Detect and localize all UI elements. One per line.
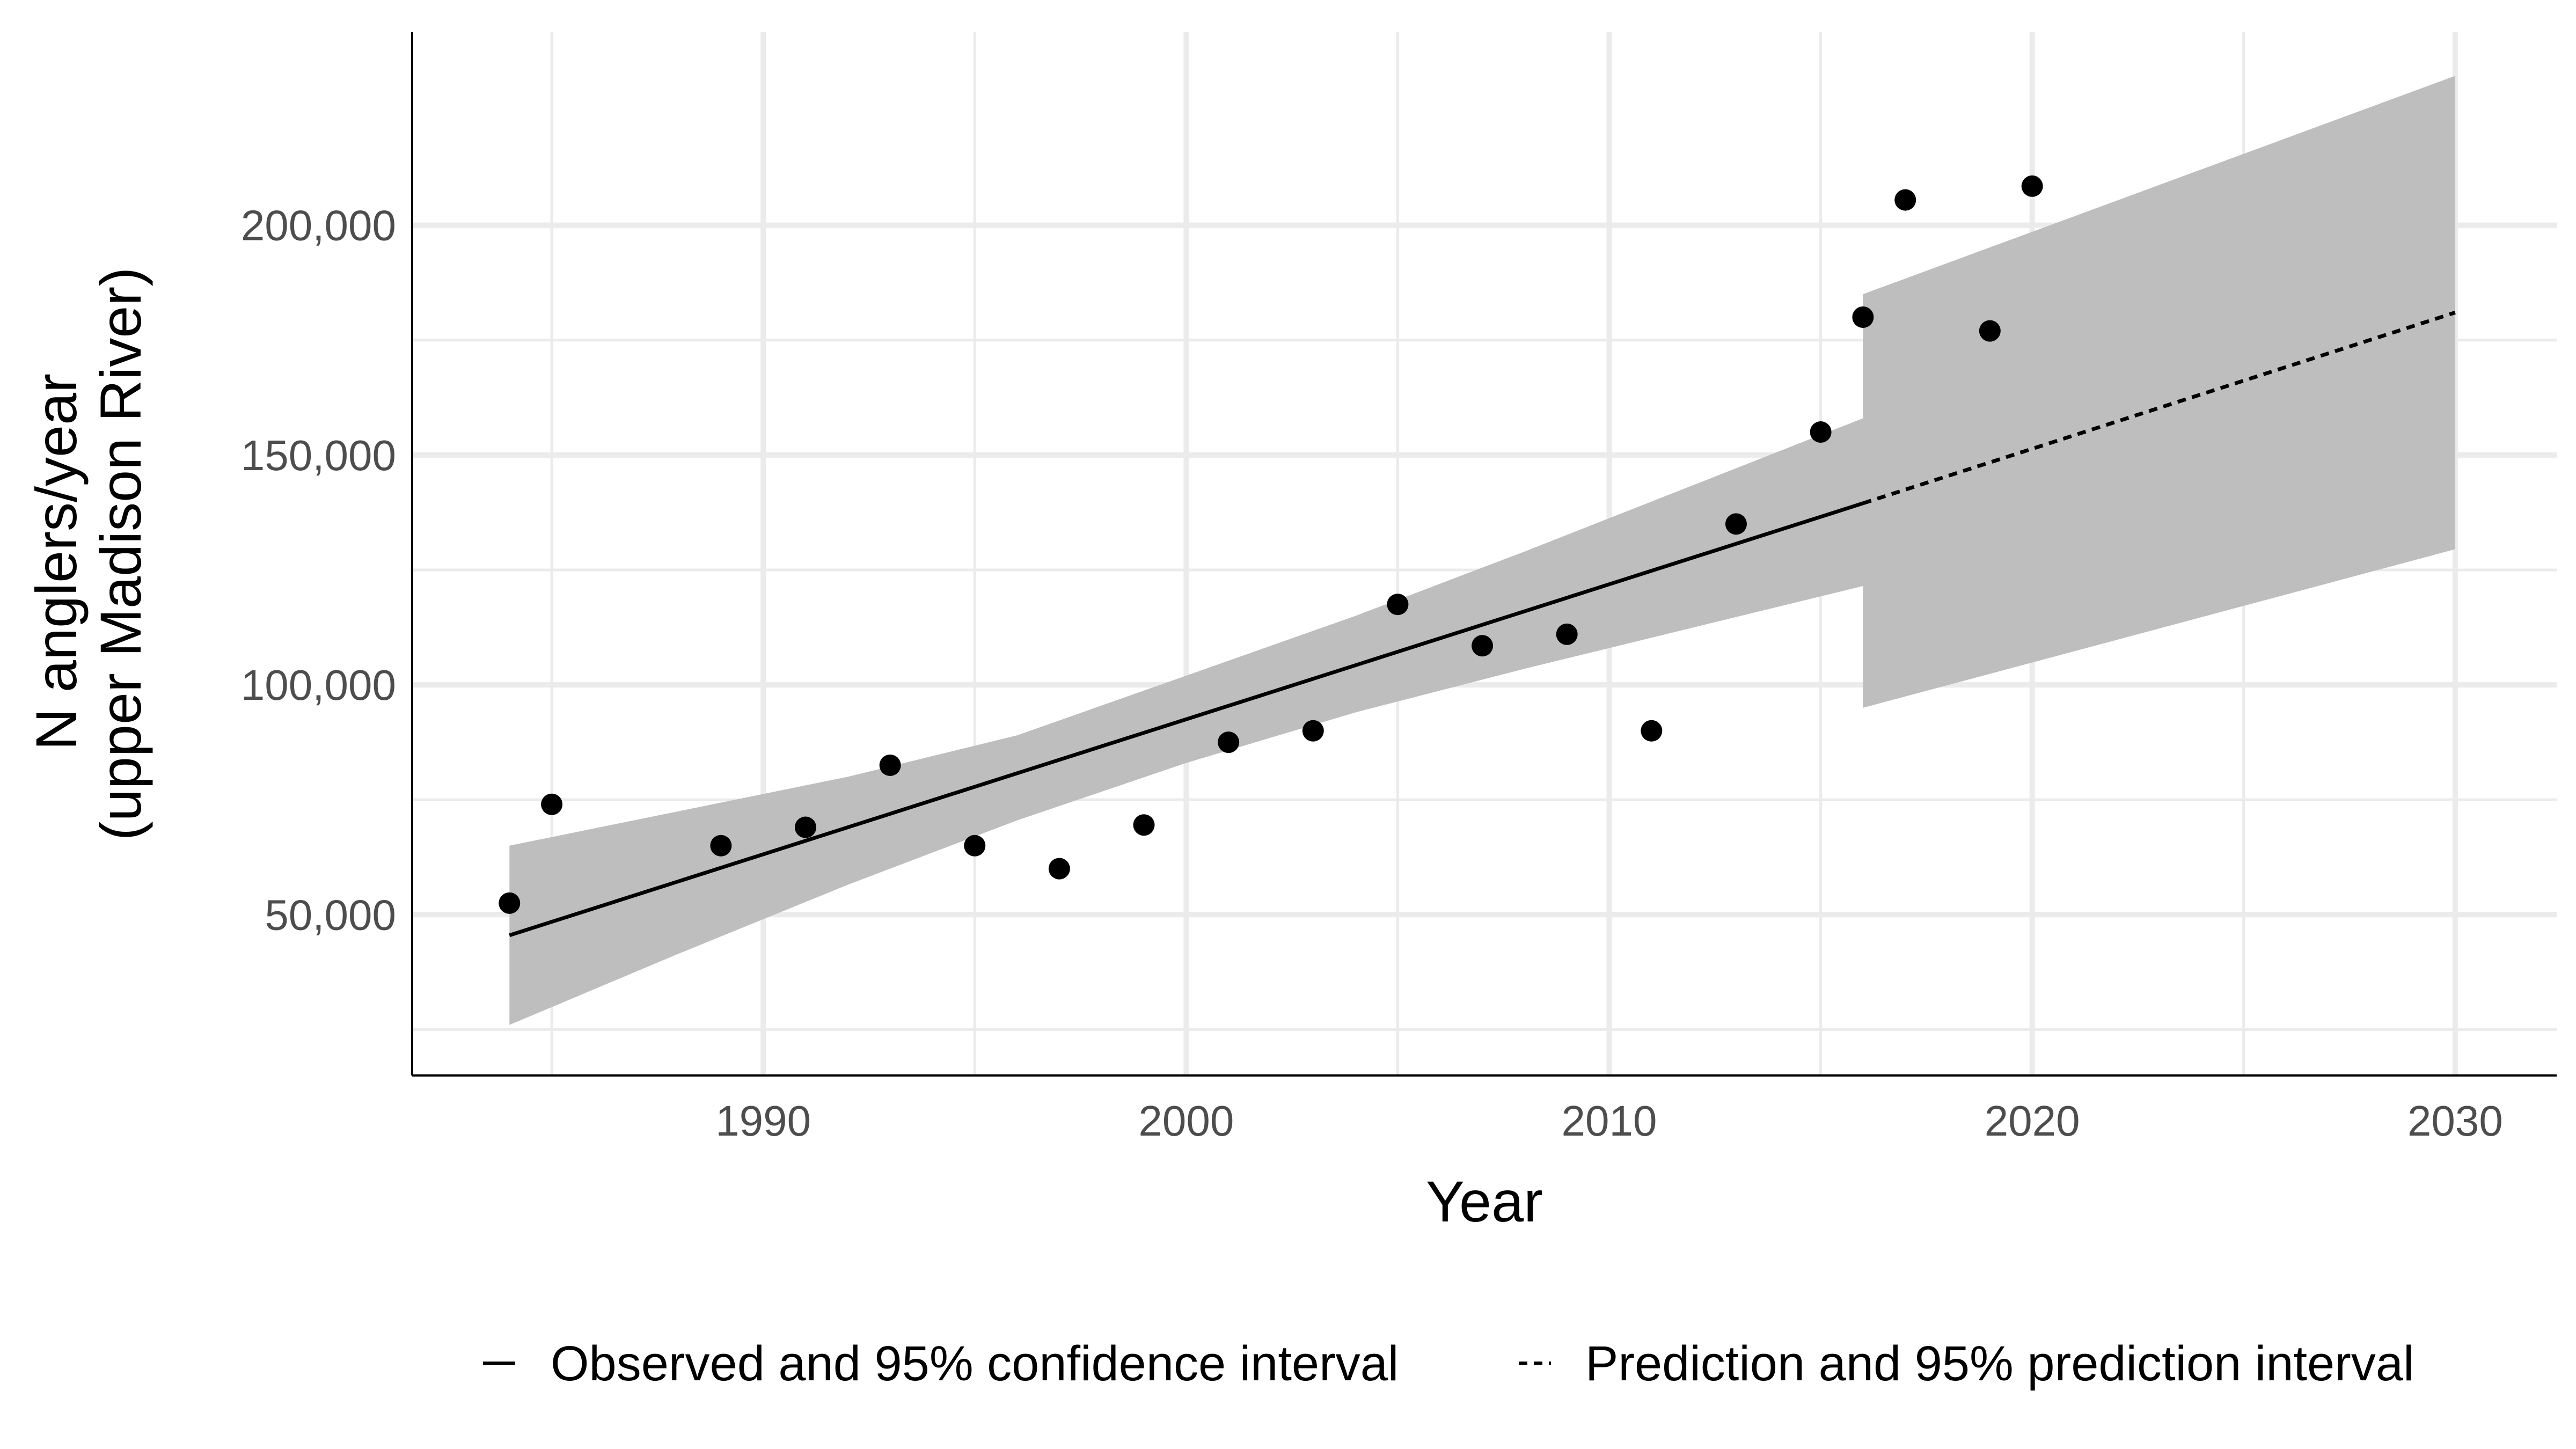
legend-label-prediction: Prediction and 95% prediction interval: [1585, 1336, 2414, 1391]
data-point: [1852, 306, 1874, 328]
data-point: [1641, 720, 1663, 742]
prediction-trend-line: [1862, 311, 2456, 506]
ribbon-layer: [509, 76, 2455, 1025]
data-point: [499, 892, 521, 914]
data-point: [1472, 635, 1494, 657]
y-axis-title: N anglers/year (upper Madison River): [24, 267, 153, 840]
observed-trend-line: [509, 501, 1864, 938]
data-point: [541, 793, 563, 815]
x-tick-label: 1990: [715, 1097, 811, 1145]
data-point: [794, 816, 816, 838]
y-tick-label: 100,000: [241, 661, 396, 709]
x-tick-label: 2010: [1562, 1097, 1657, 1145]
data-point: [1810, 421, 1832, 443]
data-point: [1048, 858, 1070, 880]
data-point: [1979, 320, 2001, 342]
line-layer: [509, 311, 2456, 938]
y-tick-label: 50,000: [265, 891, 396, 939]
legend-label-observed: Observed and 95% confidence interval: [551, 1336, 1399, 1391]
x-tick-label: 2030: [2407, 1097, 2503, 1145]
y-axis-title-line-1: N anglers/year: [24, 374, 89, 750]
data-point: [2021, 175, 2043, 197]
data-point: [964, 835, 986, 857]
data-point: [879, 754, 901, 776]
data-point: [1387, 594, 1409, 616]
y-tick-label: 200,000: [241, 202, 396, 250]
data-point: [1556, 623, 1578, 645]
prediction-band: [1863, 76, 2455, 708]
data-point: [1894, 189, 1916, 211]
legend: Observed and 95% confidence interval Pre…: [483, 1336, 2414, 1391]
x-axis-title: Year: [1426, 1169, 1543, 1234]
data-point: [1302, 720, 1324, 742]
x-tick-label: 2000: [1138, 1097, 1234, 1145]
point-layer: [499, 175, 2043, 914]
data-point: [1133, 814, 1155, 836]
data-point: [1218, 731, 1240, 753]
data-point: [710, 835, 732, 857]
data-point: [1725, 513, 1747, 535]
tick-layer: 1990 2000 2010 2020 2030 50,000 100,000 150,000…: [241, 202, 2503, 1145]
axis-layer: [411, 32, 2557, 1077]
y-axis-title-line-2: (upper Madison River): [88, 267, 153, 840]
y-tick-label: 150,000: [241, 431, 396, 479]
confidence-band: [509, 418, 1863, 1025]
x-tick-label: 2020: [1985, 1097, 2080, 1145]
